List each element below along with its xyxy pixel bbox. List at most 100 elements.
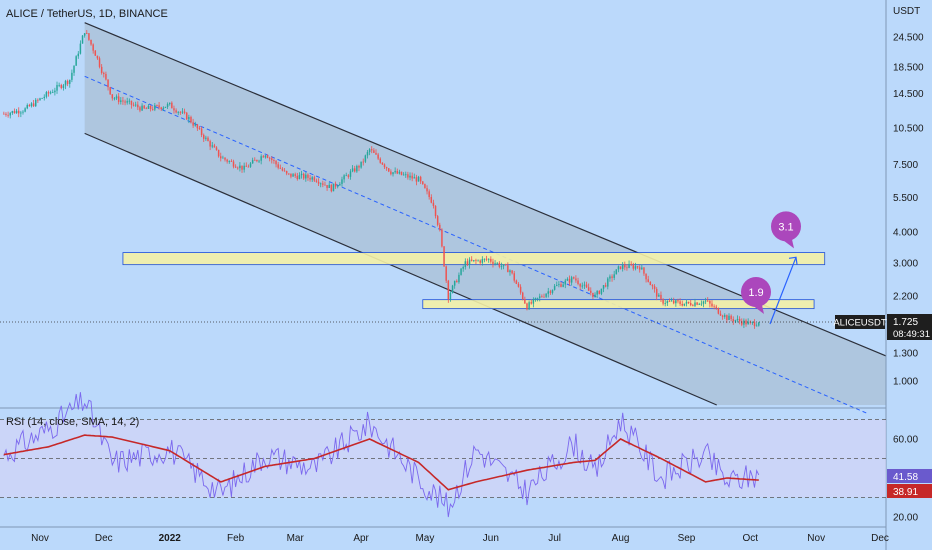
candle[interactable] (69, 79, 71, 88)
candle[interactable] (704, 297, 707, 305)
candle[interactable] (24, 107, 26, 113)
candle[interactable] (632, 262, 635, 271)
candle[interactable] (213, 143, 216, 148)
candle[interactable] (20, 110, 22, 118)
candle[interactable] (509, 269, 511, 276)
rsi-pane[interactable]: 60.00 20.00 (0, 392, 918, 524)
candle[interactable] (260, 154, 262, 165)
candle[interactable] (685, 299, 688, 307)
candle[interactable] (596, 290, 598, 299)
candle[interactable] (490, 256, 492, 264)
candle[interactable] (428, 189, 430, 200)
candle[interactable] (111, 94, 114, 101)
candle[interactable] (188, 114, 190, 124)
candle[interactable] (479, 259, 481, 266)
candle[interactable] (322, 180, 324, 188)
candle[interactable] (511, 270, 513, 275)
candle[interactable] (662, 298, 664, 306)
candle[interactable] (126, 97, 128, 105)
candle[interactable] (543, 293, 545, 298)
candle[interactable] (149, 105, 152, 112)
candle[interactable] (54, 87, 56, 96)
candle[interactable] (17, 107, 20, 118)
candle[interactable] (553, 283, 556, 291)
candle[interactable] (524, 296, 526, 304)
candle[interactable] (545, 293, 547, 299)
candle[interactable] (205, 135, 207, 141)
candle[interactable] (305, 172, 307, 182)
candle[interactable] (349, 169, 352, 180)
candle[interactable] (715, 304, 717, 310)
candle[interactable] (341, 176, 343, 187)
candle[interactable] (619, 266, 622, 270)
candle[interactable] (296, 172, 299, 181)
candle[interactable] (681, 300, 683, 307)
candle[interactable] (128, 98, 131, 105)
candle[interactable] (526, 302, 528, 311)
candle[interactable] (298, 172, 301, 180)
candle[interactable] (551, 289, 554, 295)
channel-mid-line[interactable] (84, 75, 868, 414)
candle[interactable] (413, 173, 416, 179)
target-annotations[interactable]: 1.9 3.1 (741, 211, 801, 325)
candle[interactable] (122, 96, 124, 105)
candle[interactable] (602, 285, 605, 293)
rsi-sma-line[interactable] (3, 434, 759, 491)
candle[interactable] (439, 222, 441, 232)
candle[interactable] (232, 159, 235, 169)
candle[interactable] (94, 50, 97, 56)
candle[interactable] (698, 302, 700, 305)
candle[interactable] (271, 156, 273, 164)
candle[interactable] (598, 290, 601, 295)
candle[interactable] (577, 277, 579, 286)
candle[interactable] (521, 291, 524, 301)
candle[interactable] (243, 162, 245, 173)
zone-2[interactable] (422, 299, 815, 310)
candle[interactable] (590, 287, 592, 296)
candle[interactable] (130, 100, 133, 109)
candle[interactable] (556, 281, 558, 287)
candle[interactable] (477, 259, 479, 262)
candle[interactable] (279, 164, 282, 170)
candle[interactable] (311, 175, 313, 182)
candle[interactable] (651, 284, 654, 290)
candle[interactable] (309, 174, 311, 182)
candle[interactable] (655, 287, 658, 301)
candle[interactable] (707, 297, 709, 302)
candle[interactable] (436, 214, 439, 227)
candle[interactable] (417, 175, 420, 182)
candle[interactable] (613, 270, 615, 281)
candle[interactable] (245, 162, 248, 167)
candle[interactable] (194, 121, 196, 127)
candle[interactable] (724, 313, 726, 319)
candle[interactable] (385, 166, 388, 171)
candle[interactable] (294, 172, 296, 178)
price-axis[interactable]: 24.500 18.500 14.500 10.500 7.500 5.500 4.000 3… (893, 33, 924, 388)
candle[interactable] (615, 269, 618, 275)
candle[interactable] (379, 157, 381, 164)
candle[interactable] (658, 293, 660, 297)
candle[interactable] (115, 94, 118, 100)
candle[interactable] (83, 33, 86, 38)
candle[interactable] (39, 97, 41, 101)
candle[interactable] (560, 281, 562, 288)
candle[interactable] (32, 99, 35, 108)
candle[interactable] (220, 152, 222, 162)
candle[interactable] (58, 82, 60, 88)
candle[interactable] (5, 112, 7, 117)
candle[interactable] (347, 174, 350, 179)
candle[interactable] (181, 108, 184, 114)
candle[interactable] (711, 300, 713, 308)
candle[interactable] (143, 105, 145, 110)
candle[interactable] (358, 164, 360, 172)
candle[interactable] (388, 168, 390, 173)
candle[interactable] (241, 165, 243, 173)
candle[interactable] (530, 299, 532, 305)
candle[interactable] (158, 101, 160, 110)
candle[interactable] (307, 173, 309, 181)
candle[interactable] (566, 277, 569, 281)
candle[interactable] (464, 258, 467, 270)
candle[interactable] (424, 183, 426, 189)
candle[interactable] (160, 106, 162, 111)
candle[interactable] (507, 262, 509, 273)
